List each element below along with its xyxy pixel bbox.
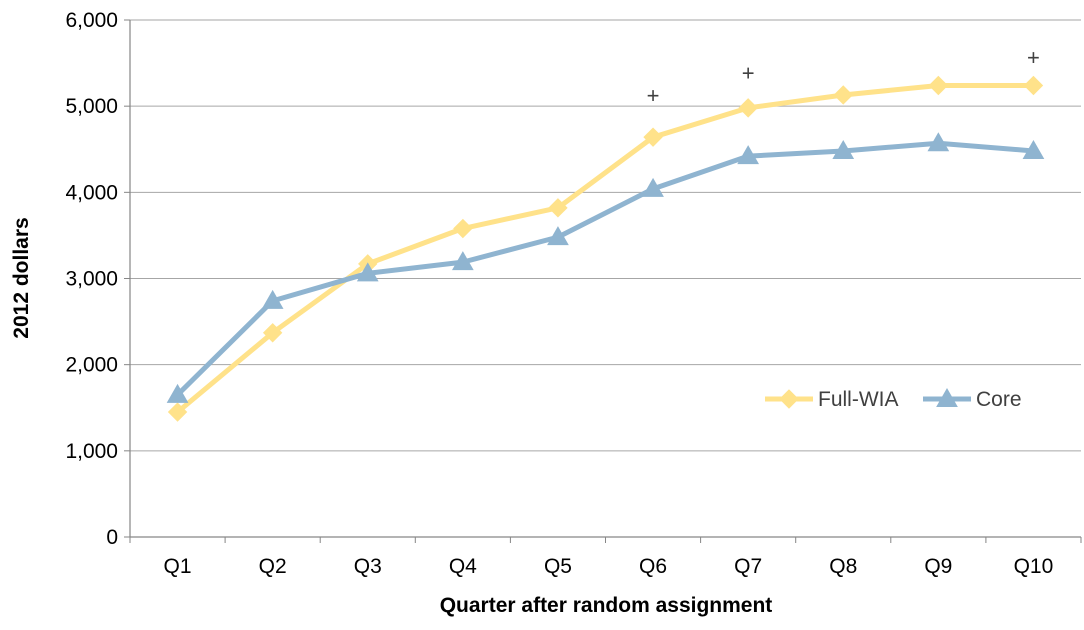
x-tick-label: Q10 (1014, 555, 1054, 578)
data-point-core (737, 145, 760, 165)
y-tick-label: 5,000 (65, 95, 118, 118)
y-tick-label: 6,000 (65, 9, 118, 32)
data-point-full-wia (643, 127, 663, 147)
x-tick-label: Q1 (164, 555, 192, 578)
data-point-full-wia (928, 75, 949, 96)
axes: 0 1,000 2,000 3,000 4,000 5,000 6,000 Q1 Q2 Q3 Q4 Q… (65, 9, 1082, 578)
series-line-full-wia (175, 82, 1036, 415)
data-point-core (1022, 139, 1045, 159)
legend: Full-WIA Core (765, 387, 1022, 411)
legend-label: Full-WIA (818, 388, 899, 411)
y-axis-title: 2012 dollars (10, 217, 33, 338)
y-tick-label: 4,000 (65, 181, 118, 204)
data-point-full-wia (167, 402, 188, 422)
data-point-full-wia (453, 218, 473, 239)
significance-mark: + (742, 61, 755, 86)
significance-mark: + (1027, 45, 1040, 70)
legend-label: Core (976, 388, 1022, 411)
series-lines (166, 75, 1045, 422)
data-point-core (356, 262, 379, 282)
data-point-full-wia (548, 198, 568, 218)
x-tick-label: Q4 (449, 555, 477, 578)
x-tick-label: Q2 (259, 555, 287, 578)
y-tick-label: 2,000 (65, 354, 118, 377)
x-tick-label: Q8 (829, 555, 857, 578)
data-point-core (451, 251, 474, 271)
annotations: + + + (647, 45, 1040, 108)
data-point-full-wia (833, 85, 853, 105)
y-tick-label: 1,000 (65, 440, 118, 463)
legend-marker (936, 387, 958, 407)
x-tick-label: Q5 (544, 555, 572, 578)
data-point-core (166, 383, 189, 403)
data-point-core (927, 132, 950, 152)
data-point-full-wia (262, 323, 283, 343)
y-tick-label: 3,000 (65, 268, 118, 291)
x-tick-label: Q9 (924, 555, 952, 578)
data-point-core (547, 226, 569, 246)
legend-marker (779, 389, 799, 409)
gridlines (130, 19, 1081, 452)
data-point-core (261, 289, 284, 309)
data-point-core (642, 177, 664, 197)
x-tick-label: Q7 (734, 555, 762, 578)
significance-mark: + (647, 83, 660, 108)
series-line-core (175, 140, 1036, 398)
data-point-core (832, 139, 855, 159)
data-point-full-wia (1023, 75, 1044, 96)
y-tick-label: 0 (106, 526, 118, 549)
data-point-full-wia (738, 98, 758, 118)
x-axis-title: Quarter after random assignment (440, 594, 773, 617)
x-tick-label: Q6 (639, 555, 667, 578)
x-tick-label: Q3 (354, 555, 382, 578)
